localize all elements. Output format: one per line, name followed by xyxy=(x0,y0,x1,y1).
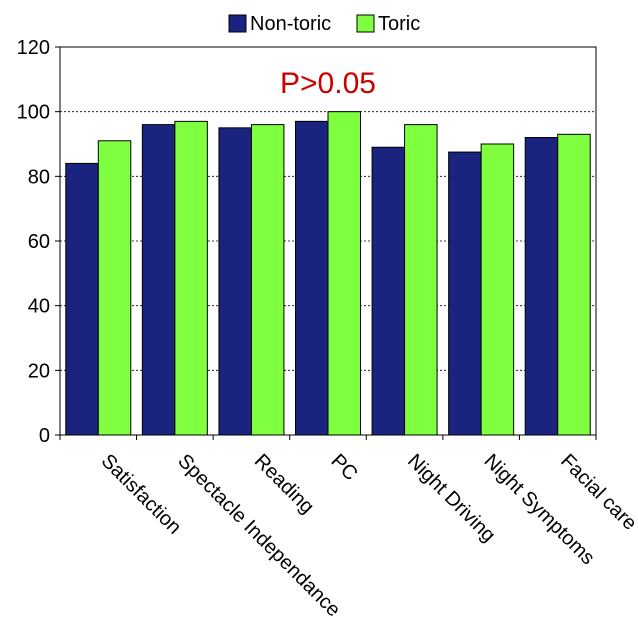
legend-label-non-toric: Non-toric xyxy=(250,13,331,35)
bar-toric-night-symptoms xyxy=(480,143,515,436)
y-tick-label-60: 60 xyxy=(28,231,50,253)
bar-non-toric-pc xyxy=(295,120,329,436)
legend-swatch-non-toric xyxy=(228,14,247,33)
bars xyxy=(65,111,591,436)
bar-non-toric-night-symptoms xyxy=(448,151,482,436)
x-category-label-reading: Reading xyxy=(250,450,318,518)
legend: Non-toric Toric xyxy=(228,13,420,35)
bar-non-toric-facial-care xyxy=(524,137,559,436)
legend-swatch-toric xyxy=(356,14,375,33)
x-category-label-spectacle-independance: Spectacle Independance xyxy=(173,450,344,621)
y-tick-label-100: 100 xyxy=(17,102,50,124)
y-tick-label-20: 20 xyxy=(28,360,50,382)
bar-toric-facial-care xyxy=(557,133,591,436)
y-tick-label-80: 80 xyxy=(28,166,50,188)
bar-toric-spectacle-independance xyxy=(174,120,208,436)
bar-toric-satisfaction xyxy=(97,140,132,436)
bar-toric-night-driving xyxy=(404,124,438,436)
y-tick-label-120: 120 xyxy=(17,37,50,59)
y-tick-label-40: 40 xyxy=(28,296,50,318)
bar-toric-pc xyxy=(327,111,361,436)
legend-label-toric: Toric xyxy=(378,13,420,35)
x-category-label-pc: PC xyxy=(326,450,361,485)
y-axis: 0 20 40 60 80 100 120 xyxy=(17,37,60,447)
bar-non-toric-reading xyxy=(218,127,252,436)
bar-non-toric-spectacle-independance xyxy=(141,124,176,436)
bar-toric-reading xyxy=(250,124,285,436)
p-value-annotation: P>0.05 xyxy=(280,67,376,100)
bar-non-toric-night-driving xyxy=(371,146,406,436)
x-category-label-satisfaction: Satisfaction xyxy=(97,450,186,539)
y-tick-label-0: 0 xyxy=(39,425,50,447)
bar-non-toric-satisfaction xyxy=(65,162,99,436)
